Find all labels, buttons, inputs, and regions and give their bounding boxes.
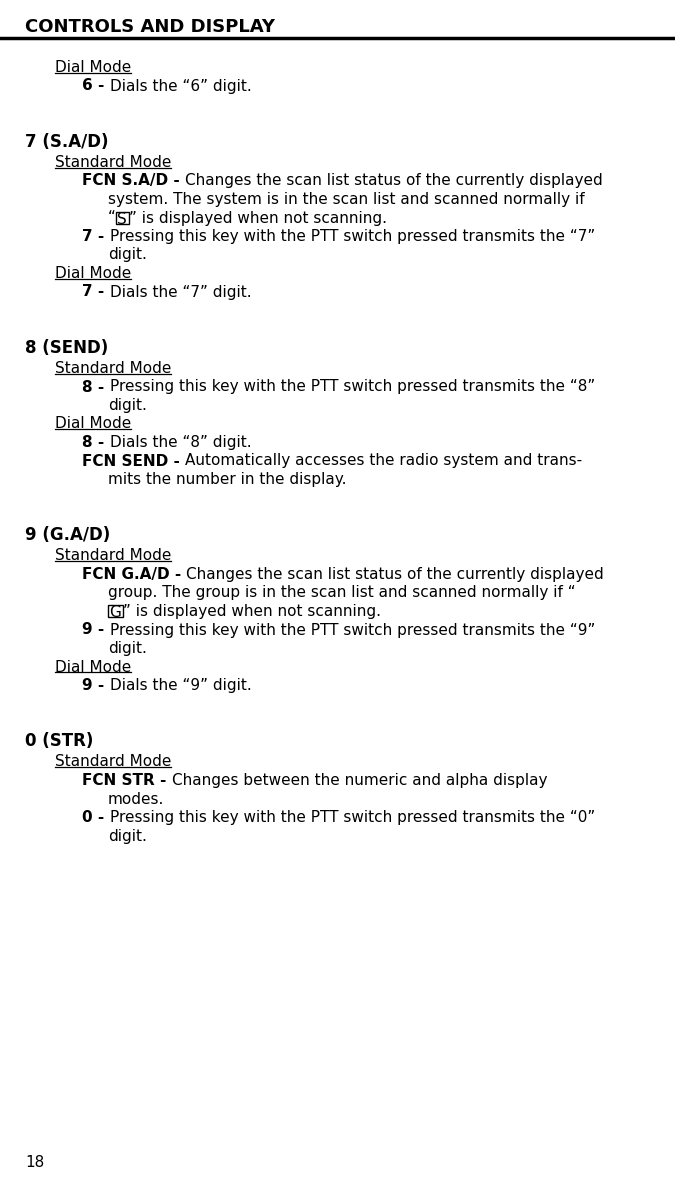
Text: 7 (S.A/D): 7 (S.A/D) xyxy=(25,134,109,151)
Text: 0 -: 0 - xyxy=(82,811,109,825)
Text: 9 (G.A/D): 9 (G.A/D) xyxy=(25,527,110,545)
Text: 9 -: 9 - xyxy=(82,622,109,638)
Text: Standard Mode: Standard Mode xyxy=(55,755,171,770)
Text: Dial Mode: Dial Mode xyxy=(55,659,131,675)
Text: 8 -: 8 - xyxy=(82,435,109,451)
Text: digit.: digit. xyxy=(108,828,147,844)
Text: modes.: modes. xyxy=(108,791,165,807)
Text: G: G xyxy=(109,606,122,620)
Text: mits the number in the display.: mits the number in the display. xyxy=(108,472,346,488)
Text: 8 -: 8 - xyxy=(82,379,109,395)
Text: Changes the scan list status of the currently displayed: Changes the scan list status of the curr… xyxy=(186,567,604,582)
Text: Dial Mode: Dial Mode xyxy=(55,416,131,432)
Text: FCN SEND -: FCN SEND - xyxy=(82,453,185,468)
Text: system. The system is in the scan list and scanned normally if: system. The system is in the scan list a… xyxy=(108,192,585,207)
Text: Changes the scan list status of the currently displayed: Changes the scan list status of the curr… xyxy=(185,174,603,188)
Text: Standard Mode: Standard Mode xyxy=(55,155,171,170)
Text: CONTROLS AND DISPLAY: CONTROLS AND DISPLAY xyxy=(25,18,275,36)
Text: Standard Mode: Standard Mode xyxy=(55,361,171,375)
Text: Dials the “8” digit.: Dials the “8” digit. xyxy=(109,435,251,451)
Text: FCN G.A/D -: FCN G.A/D - xyxy=(82,567,186,582)
Text: Pressing this key with the PTT switch pressed transmits the “9”: Pressing this key with the PTT switch pr… xyxy=(109,622,595,638)
Text: Automatically accesses the radio system and trans-: Automatically accesses the radio system … xyxy=(185,453,583,468)
Text: Dials the “9” digit.: Dials the “9” digit. xyxy=(109,678,251,693)
Text: Pressing this key with the PTT switch pressed transmits the “7”: Pressing this key with the PTT switch pr… xyxy=(109,229,595,244)
Text: ” is displayed when not scanning.: ” is displayed when not scanning. xyxy=(129,211,387,225)
Text: ” is displayed when not scanning.: ” is displayed when not scanning. xyxy=(123,604,381,619)
Text: FCN S.A/D -: FCN S.A/D - xyxy=(82,174,185,188)
Text: “: “ xyxy=(108,211,116,225)
Text: Dial Mode: Dial Mode xyxy=(55,60,131,75)
Text: Pressing this key with the PTT switch pressed transmits the “0”: Pressing this key with the PTT switch pr… xyxy=(109,811,595,825)
Text: 0 (STR): 0 (STR) xyxy=(25,733,93,751)
Text: 6 -: 6 - xyxy=(82,79,109,93)
Text: Standard Mode: Standard Mode xyxy=(55,548,171,564)
Text: 18: 18 xyxy=(25,1155,45,1171)
Text: group. The group is in the scan list and scanned normally if “: group. The group is in the scan list and… xyxy=(108,585,576,601)
Text: 7 -: 7 - xyxy=(82,285,109,299)
Text: Pressing this key with the PTT switch pressed transmits the “8”: Pressing this key with the PTT switch pr… xyxy=(109,379,595,395)
Text: digit.: digit. xyxy=(108,248,147,262)
Text: Dials the “7” digit.: Dials the “7” digit. xyxy=(109,285,251,299)
Text: Changes between the numeric and alpha display: Changes between the numeric and alpha di… xyxy=(171,772,547,788)
Text: S: S xyxy=(117,211,127,226)
Bar xyxy=(108,606,123,617)
Text: digit.: digit. xyxy=(108,398,147,412)
Text: 7 -: 7 - xyxy=(82,229,109,244)
Text: 8 (SEND): 8 (SEND) xyxy=(25,339,108,356)
Text: FCN STR -: FCN STR - xyxy=(82,772,171,788)
Text: digit.: digit. xyxy=(108,641,147,656)
Text: Dial Mode: Dial Mode xyxy=(55,266,131,281)
Text: Dials the “6” digit.: Dials the “6” digit. xyxy=(109,79,251,93)
Text: 9 -: 9 - xyxy=(82,678,109,693)
Bar xyxy=(116,211,129,224)
